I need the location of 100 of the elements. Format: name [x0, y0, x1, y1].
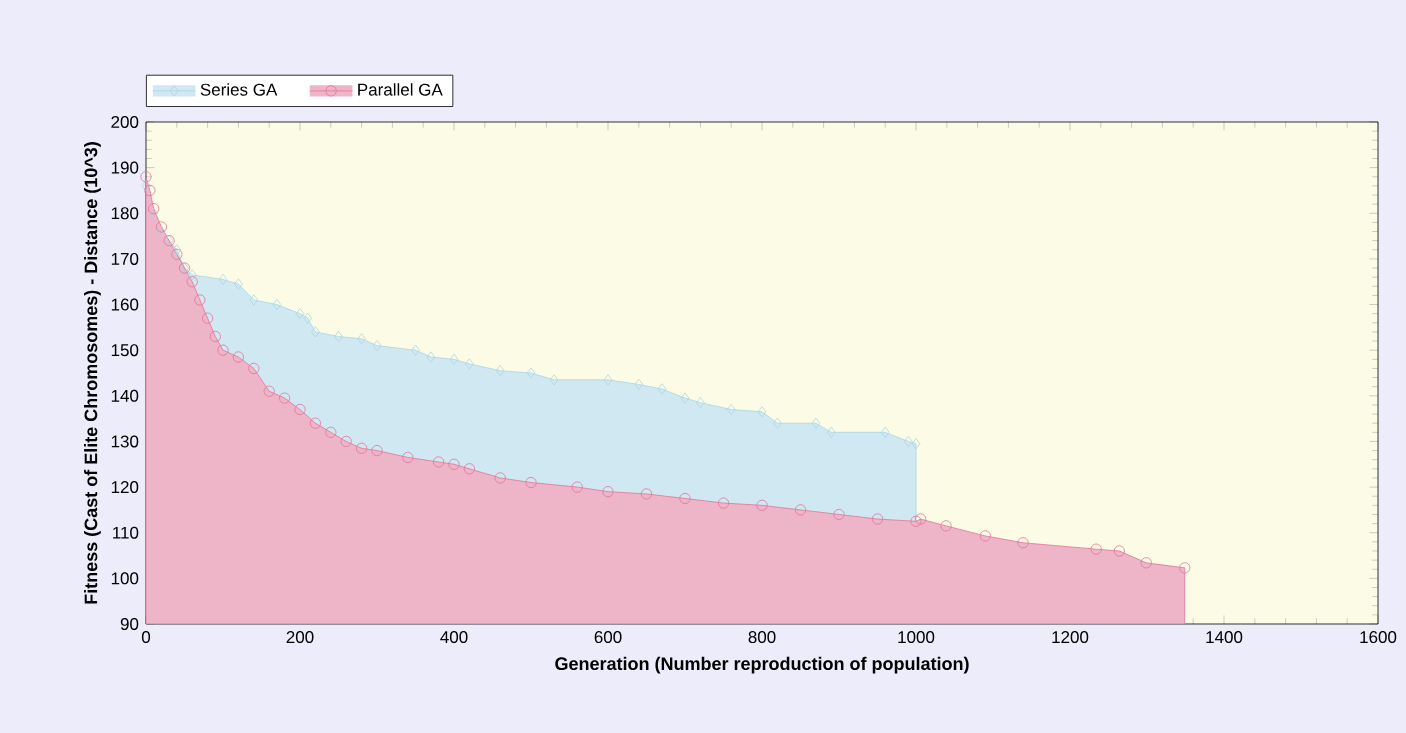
point	[309, 417, 322, 429]
y-tick-label: 90	[120, 617, 139, 631]
point	[186, 276, 198, 288]
point	[141, 180, 151, 192]
point	[356, 442, 368, 454]
y-tick-label: 150	[111, 344, 139, 357]
legend-label: Parallel GA	[358, 83, 443, 96]
point	[148, 203, 160, 215]
point	[463, 463, 475, 475]
x-tick-label: 0	[141, 631, 151, 644]
point	[155, 221, 167, 233]
point	[465, 358, 474, 370]
x-tick-label: 1600	[1360, 631, 1397, 644]
point	[140, 171, 152, 183]
point	[194, 294, 206, 306]
y-tick-label: 160	[111, 298, 139, 311]
point	[979, 530, 991, 542]
point	[827, 426, 836, 438]
point	[209, 330, 221, 343]
point	[279, 392, 291, 404]
point	[811, 417, 821, 429]
point	[915, 513, 927, 525]
point	[263, 385, 275, 397]
point	[773, 417, 782, 429]
point	[757, 406, 767, 418]
point	[717, 497, 730, 509]
point	[1090, 543, 1102, 555]
point	[232, 351, 245, 363]
point	[1017, 537, 1029, 549]
point	[494, 472, 506, 484]
y-tick-label: 200	[111, 115, 139, 128]
x-axis-title: Generation (Number reproduction of population)	[555, 656, 969, 674]
point	[234, 278, 243, 290]
x-tick-label: 1200	[1052, 631, 1089, 644]
point	[218, 273, 228, 286]
x-tick-label: 800	[748, 631, 776, 644]
point	[871, 513, 884, 525]
point	[1140, 557, 1152, 569]
point	[696, 397, 705, 409]
point	[294, 403, 306, 416]
point	[325, 426, 337, 438]
point	[495, 365, 505, 377]
point	[372, 340, 382, 352]
x-tick-label: 200	[286, 631, 314, 644]
y-tick-label: 100	[111, 572, 139, 585]
point	[171, 248, 183, 260]
y-tick-label: 180	[111, 207, 139, 220]
y-tick-label: 190	[111, 161, 139, 174]
point	[311, 326, 320, 338]
x-tick-label: 1000	[898, 631, 935, 644]
point	[880, 426, 890, 438]
point	[340, 435, 352, 448]
point	[679, 492, 691, 505]
point	[217, 344, 229, 356]
x-tick-label: 600	[594, 631, 622, 644]
x-tick-label: 400	[440, 631, 468, 644]
y-tick-label: 110	[113, 526, 139, 539]
point	[525, 476, 537, 489]
point	[526, 367, 536, 379]
point	[426, 351, 436, 363]
point	[1179, 562, 1191, 574]
point	[910, 515, 922, 527]
point	[402, 451, 414, 464]
point	[549, 374, 559, 386]
point	[680, 392, 690, 404]
point	[726, 403, 736, 416]
point	[634, 378, 644, 390]
point	[794, 504, 807, 516]
point	[657, 383, 667, 395]
point	[357, 333, 366, 345]
point	[371, 444, 383, 457]
legend-label: Series GA	[200, 83, 278, 96]
point	[411, 344, 420, 356]
point	[172, 244, 182, 256]
point	[295, 308, 305, 320]
y-tick-label: 170	[111, 252, 139, 265]
point	[571, 481, 583, 493]
point	[833, 508, 845, 521]
point	[756, 499, 768, 511]
point	[144, 184, 156, 197]
point	[433, 456, 445, 468]
point	[449, 353, 459, 365]
point	[249, 294, 259, 306]
y-tick-label: 140	[111, 389, 139, 402]
point	[940, 520, 952, 532]
point	[911, 438, 921, 450]
point	[603, 374, 613, 386]
point	[602, 486, 614, 498]
x-tick-label: 1400	[1206, 631, 1243, 644]
point	[202, 312, 214, 324]
y-tick-label: 120	[111, 481, 139, 494]
point	[640, 488, 653, 500]
point	[448, 458, 460, 470]
y-axis-title: Fitness (Cast of Elite Chromosomes) - Distance (10^3)	[84, 142, 101, 604]
point	[187, 269, 197, 281]
y-tick-label: 130	[111, 435, 139, 448]
point	[248, 362, 260, 375]
point	[303, 312, 312, 324]
point	[149, 207, 159, 219]
point	[1113, 545, 1125, 557]
